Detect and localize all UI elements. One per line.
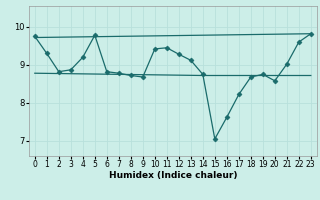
X-axis label: Humidex (Indice chaleur): Humidex (Indice chaleur) — [108, 171, 237, 180]
